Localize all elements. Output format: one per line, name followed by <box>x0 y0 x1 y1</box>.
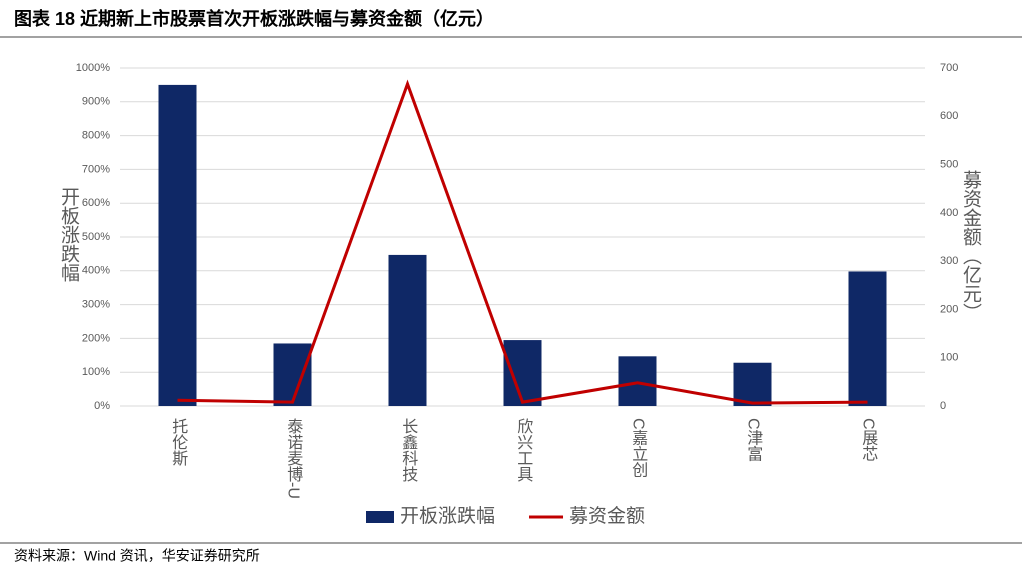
y2-tick-label: 100 <box>940 352 958 364</box>
x-tick-label: C展芯 <box>859 418 878 462</box>
legend-label: 募资金额 <box>569 505 645 527</box>
line <box>177 79 868 405</box>
y2-tick-label: 400 <box>940 207 958 219</box>
bar <box>388 254 427 406</box>
y-tick-label: 0% <box>94 400 110 412</box>
y2-tick-label: 600 <box>940 110 958 122</box>
bar <box>503 340 542 406</box>
y-tick-label: 300% <box>82 299 110 311</box>
y2-axis-title: 募资金额（亿元） <box>960 170 982 322</box>
y-tick-label: 400% <box>82 265 110 277</box>
y-tick-label: 900% <box>82 96 110 108</box>
x-tick-label: 欣兴工具 <box>514 418 533 482</box>
page-title: 图表 18 近期新上市股票首次开板涨跌幅与募资金额（亿元） <box>14 8 494 29</box>
y2-tick-label: 0 <box>940 400 946 412</box>
x-tick-label: 泰诺麦博-U <box>284 418 303 499</box>
x-tick-label: 托伦斯 <box>169 418 188 467</box>
legend-swatch <box>366 511 394 523</box>
y-axis-title: 开板涨跌幅 <box>58 187 80 282</box>
y2-tick-label: 200 <box>940 303 958 315</box>
x-tick-label: C津富 <box>744 418 763 462</box>
y2-tick-label: 500 <box>940 158 958 170</box>
bar <box>618 356 657 406</box>
y-tick-label: 500% <box>82 231 110 243</box>
source: 资料来源：Wind 资讯，华安证券研究所 <box>14 548 260 564</box>
y-tick-label: 700% <box>82 163 110 175</box>
y-tick-label: 100% <box>82 366 110 378</box>
x-tick-label: 长鑫科技 <box>399 418 418 483</box>
y2-tick-label: 300 <box>940 255 958 267</box>
y2-tick-label: 700 <box>940 62 958 74</box>
y-tick-label: 200% <box>82 332 110 344</box>
y-tick-label: 800% <box>82 130 110 142</box>
bar <box>848 271 887 406</box>
bar <box>158 84 197 407</box>
bar <box>733 362 772 406</box>
y-tick-label: 600% <box>82 197 110 209</box>
bar <box>273 343 312 406</box>
legend-label: 开板涨跌幅 <box>400 505 495 527</box>
y-tick-label: 1000% <box>76 62 110 74</box>
x-tick-label: C嘉立创 <box>629 418 648 479</box>
